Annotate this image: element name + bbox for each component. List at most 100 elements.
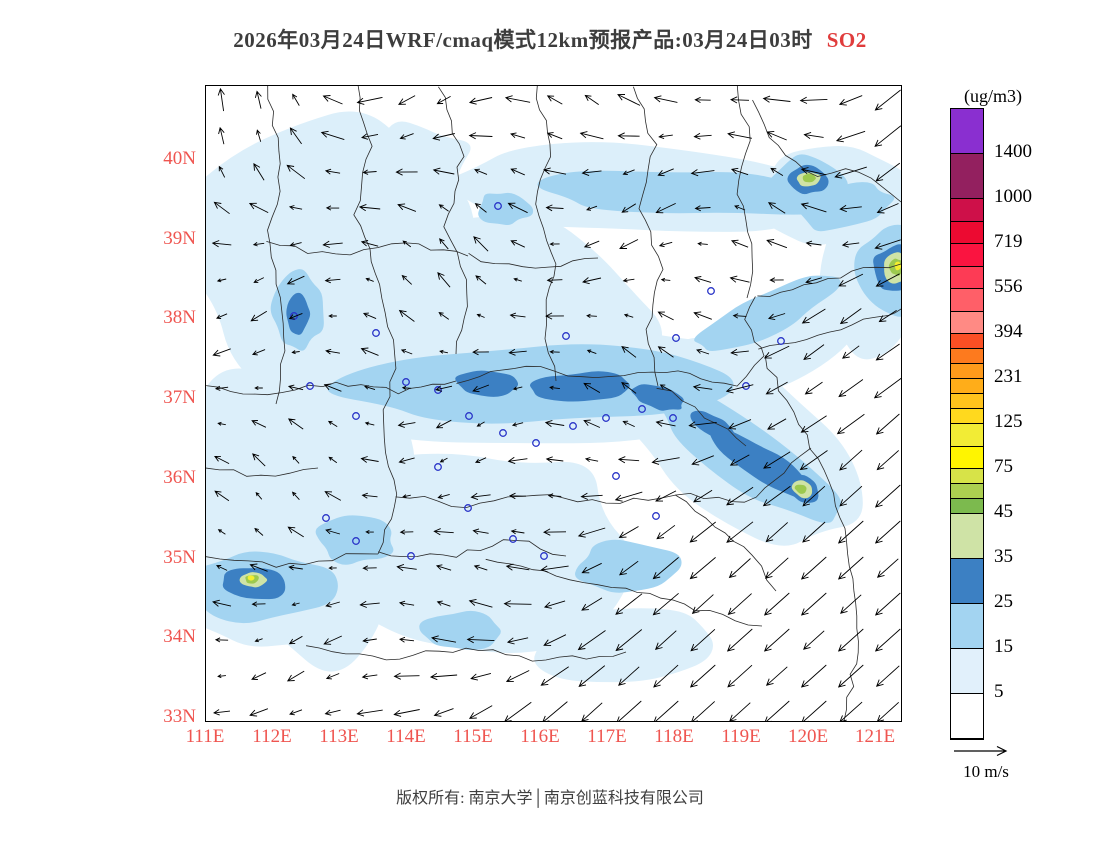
city-marker bbox=[322, 514, 330, 522]
lat-label: 34N bbox=[163, 626, 196, 648]
legend-label: 45 bbox=[994, 501, 1013, 522]
city-marker bbox=[612, 472, 620, 480]
lon-label: 118E bbox=[654, 726, 694, 747]
legend-cell bbox=[951, 424, 983, 469]
legend-label: 75 bbox=[994, 456, 1013, 477]
legend-label: 231 bbox=[994, 366, 1023, 387]
legend-units: (ug/m3) bbox=[964, 86, 1022, 106]
city-marker bbox=[494, 202, 502, 210]
legend-cell bbox=[951, 649, 983, 694]
city-marker bbox=[499, 429, 507, 437]
legend-label: 5 bbox=[994, 681, 1004, 702]
legend-color-slice bbox=[951, 199, 983, 222]
legend-label: 125 bbox=[994, 411, 1023, 432]
wind-vectors bbox=[211, 87, 901, 721]
legend-color-slice bbox=[951, 694, 983, 739]
wind-reference-label: 10 m/s bbox=[963, 762, 1009, 781]
city-marker bbox=[777, 337, 785, 345]
legend-cell bbox=[951, 559, 983, 604]
legend-cell bbox=[951, 469, 983, 514]
legend-label: 394 bbox=[994, 321, 1023, 342]
legend-color-slice bbox=[951, 559, 983, 604]
map-svg bbox=[206, 86, 901, 721]
legend-label: 15 bbox=[994, 636, 1013, 657]
lon-label: 117E bbox=[587, 726, 627, 747]
lat-label: 37N bbox=[163, 387, 196, 409]
city-marker bbox=[352, 537, 360, 545]
lon-label: 119E bbox=[721, 726, 761, 747]
city-marker bbox=[540, 552, 548, 560]
city-marker bbox=[652, 512, 660, 520]
legend-color-slice bbox=[951, 514, 983, 559]
legend-color-slice bbox=[951, 394, 983, 409]
legend-label: 1000 bbox=[994, 186, 1032, 207]
city-marker bbox=[569, 422, 577, 430]
wind-reference-arrow bbox=[954, 745, 1008, 757]
legend-color-slice bbox=[951, 409, 983, 424]
legend-color-slice bbox=[951, 289, 983, 312]
lat-label: 36N bbox=[163, 466, 196, 488]
lat-label: 39N bbox=[163, 227, 196, 249]
legend-cell bbox=[951, 154, 983, 199]
legend-color-slice bbox=[951, 604, 983, 649]
lat-label: 35N bbox=[163, 546, 196, 568]
legend-label: 35 bbox=[994, 546, 1013, 567]
legend-color-slice bbox=[951, 649, 983, 694]
legend-cell bbox=[951, 244, 983, 289]
legend-cell bbox=[951, 514, 983, 559]
city-marker bbox=[638, 405, 646, 413]
legend-color-slice bbox=[951, 446, 983, 469]
legend-cell bbox=[951, 199, 983, 244]
city-marker bbox=[509, 535, 517, 543]
legend-color-slice bbox=[951, 109, 983, 154]
legend-cell bbox=[951, 694, 983, 739]
city-marker bbox=[407, 552, 415, 560]
city-marker bbox=[532, 439, 540, 447]
copyright-footer: 版权所有: 南京大学│南京创蓝科技有限公司 bbox=[396, 790, 704, 807]
city-marker bbox=[352, 412, 360, 420]
concentration-contours bbox=[206, 111, 901, 683]
city-marker bbox=[562, 332, 570, 340]
city-marker bbox=[402, 378, 410, 386]
city-marker bbox=[602, 414, 610, 422]
legend-label: 556 bbox=[994, 276, 1023, 297]
lon-label: 112E bbox=[252, 726, 292, 747]
legend-color-slice bbox=[951, 311, 983, 334]
legend-cell bbox=[951, 604, 983, 649]
lon-label: 120E bbox=[787, 726, 829, 747]
city-marker bbox=[707, 287, 715, 295]
title-text: 2026年03月24日WRF/cmaq模式12km预报产品:03月24日03时 bbox=[233, 28, 813, 52]
page-title: 2026年03月24日WRF/cmaq模式12km预报产品:03月24日03时 S… bbox=[0, 24, 1100, 54]
city-marker bbox=[464, 504, 472, 512]
legend-color-slice bbox=[951, 349, 983, 364]
lon-label: 114E bbox=[386, 726, 426, 747]
lat-label: 38N bbox=[163, 307, 196, 329]
city-marker bbox=[372, 329, 380, 337]
city-markers bbox=[290, 202, 785, 560]
lon-label: 121E bbox=[854, 726, 896, 747]
legend-color-slice bbox=[951, 379, 983, 394]
legend-cell bbox=[951, 334, 983, 379]
legend-colorbar bbox=[950, 108, 984, 740]
lon-label: 111E bbox=[185, 726, 225, 747]
city-marker bbox=[465, 412, 473, 420]
legend-color-slice bbox=[951, 364, 983, 379]
legend-color-slice bbox=[951, 334, 983, 349]
legend-color-slice bbox=[951, 244, 983, 267]
lon-label: 115E bbox=[453, 726, 493, 747]
map-canvas bbox=[205, 85, 902, 722]
legend-cell bbox=[951, 289, 983, 334]
city-marker bbox=[669, 414, 677, 422]
legend-color-slice bbox=[951, 469, 983, 484]
legend-label: 25 bbox=[994, 591, 1013, 612]
species-label: SO2 bbox=[826, 28, 867, 52]
legend-label: 1400 bbox=[994, 141, 1032, 162]
lat-label: 40N bbox=[163, 148, 196, 169]
lon-label: 116E bbox=[520, 726, 560, 747]
legend-color-slice bbox=[951, 424, 983, 447]
lon-label: 113E bbox=[319, 726, 359, 747]
legend-label: 719 bbox=[994, 231, 1023, 252]
lat-label: 33N bbox=[163, 705, 196, 727]
legend-color-slice bbox=[951, 266, 983, 289]
